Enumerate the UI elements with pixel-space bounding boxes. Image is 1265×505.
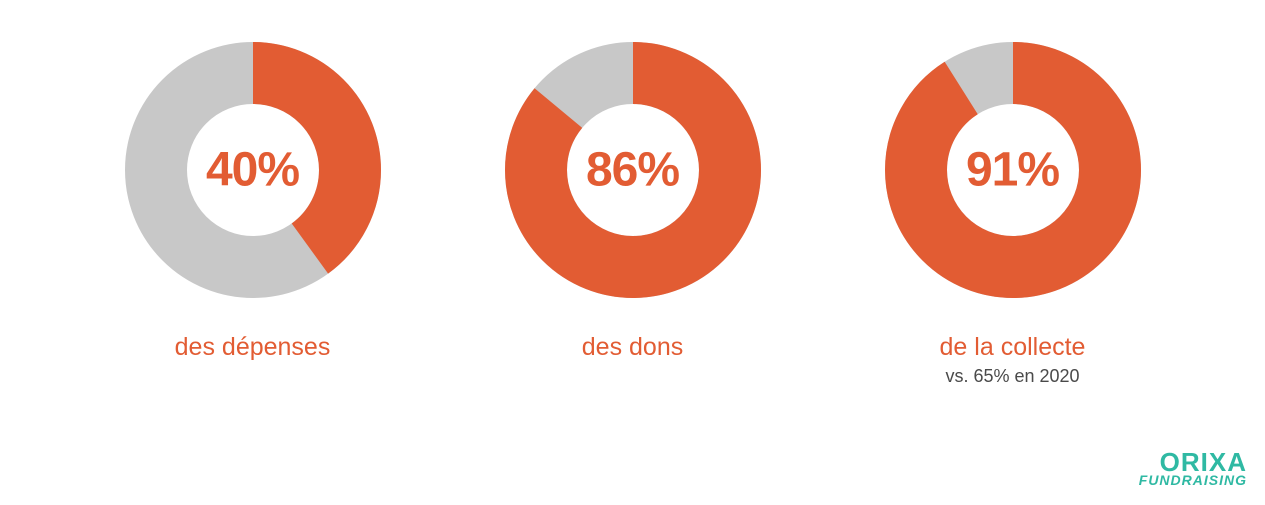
- donut-center-label: 91%: [966, 143, 1059, 198]
- chart-depenses: 40% des dépenses: [118, 35, 388, 362]
- chart-label-depenses: des dépenses: [175, 333, 331, 362]
- logo-sub: FUNDRAISING: [1139, 473, 1247, 487]
- donut-collecte: 91%: [878, 35, 1148, 305]
- chart-collecte: 91% de la collecte vs. 65% en 2020: [878, 35, 1148, 387]
- donut-center-label: 40%: [206, 143, 299, 198]
- chart-label-dons: des dons: [582, 333, 683, 362]
- charts-container: 40% des dépenses 86% des dons 91% de la …: [0, 0, 1265, 387]
- chart-sublabel-collecte: vs. 65% en 2020: [945, 366, 1079, 387]
- donut-center-label: 86%: [586, 143, 679, 198]
- donut-depenses: 40%: [118, 35, 388, 305]
- donut-dons: 86%: [498, 35, 768, 305]
- logo: ORIXA FUNDRAISING: [1139, 449, 1247, 487]
- chart-dons: 86% des dons: [498, 35, 768, 362]
- chart-label-collecte: de la collecte: [940, 333, 1086, 362]
